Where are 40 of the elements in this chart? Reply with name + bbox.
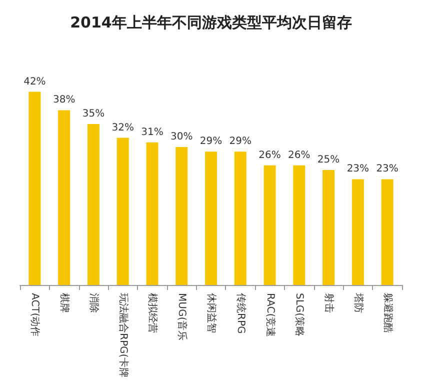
bar <box>116 138 129 285</box>
x-tick-label: 传统RPG <box>234 293 247 334</box>
data-label: 26% <box>258 150 281 161</box>
x-tick-label: 模拟经营 <box>146 293 159 333</box>
data-label: 31% <box>141 126 164 138</box>
data-label: 32% <box>112 122 134 134</box>
bar <box>381 179 394 285</box>
bar <box>205 152 217 285</box>
x-tick-label: ACT(动作 <box>29 293 40 337</box>
bar <box>28 92 41 285</box>
x-tick-label: MUG(音乐 <box>176 293 188 341</box>
data-label: 29% <box>200 136 222 148</box>
bar <box>293 165 306 285</box>
x-tick-label: 塔防 <box>352 292 364 313</box>
x-tick-label: RAC(竞速 <box>264 293 276 338</box>
data-label: 35% <box>82 108 105 120</box>
data-label: 25% <box>317 154 340 166</box>
data-label: 38% <box>52 94 76 106</box>
bar <box>322 170 335 285</box>
x-tick-label: 射击 <box>323 293 336 313</box>
x-tick-label: 玩法融合RPG(卡牌 <box>117 293 130 378</box>
bar <box>146 142 158 285</box>
data-label: 29% <box>229 136 252 148</box>
bar <box>87 124 100 285</box>
bar <box>58 110 70 285</box>
data-label: 26% <box>288 150 310 161</box>
x-tick-label: 消除 <box>88 293 100 313</box>
data-label: 30% <box>170 132 193 142</box>
x-tick-label: SLG(策略 <box>294 293 306 337</box>
bar <box>176 147 188 285</box>
data-label: 23% <box>376 164 398 175</box>
bar <box>352 179 364 285</box>
x-tick-label: 躲避跑酷 <box>382 293 394 333</box>
data-label: 42% <box>24 76 46 88</box>
x-tick-label: 休闲益智 <box>206 293 218 333</box>
x-tick-label: 棋牌 <box>58 293 71 313</box>
bar <box>264 165 276 285</box>
bar <box>234 152 246 285</box>
chart-title: 2014年上半年不同游戏类型平均次日留存 <box>70 14 352 32</box>
data-label: 23% <box>346 164 370 175</box>
